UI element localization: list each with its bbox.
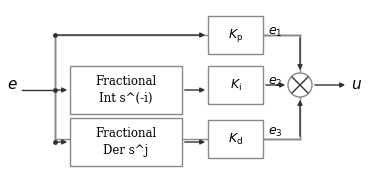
Bar [208,16,263,54]
Text: $e_{3}$: $e_{3}$ [268,125,283,139]
Text: $u$: $u$ [350,78,361,92]
Text: $e_{1}$: $e_{1}$ [268,26,282,39]
Bar [70,66,182,114]
Bar [208,120,263,158]
Text: Fractional
Int s^(-i): Fractional Int s^(-i) [96,75,157,105]
Text: Fractional
Der s^j: Fractional Der s^j [96,127,157,157]
Text: $e_{2}$: $e_{2}$ [268,76,282,89]
Bar [70,118,182,166]
Bar [208,66,263,104]
Text: $K_{\mathrm{p}}$: $K_{\mathrm{p}}$ [228,27,243,43]
Circle shape [288,73,312,97]
Text: $K_{\mathrm{i}}$: $K_{\mathrm{i}}$ [230,77,241,93]
Text: $K_{\mathrm{d}}$: $K_{\mathrm{d}}$ [228,131,243,147]
Text: $e$: $e$ [7,78,17,92]
